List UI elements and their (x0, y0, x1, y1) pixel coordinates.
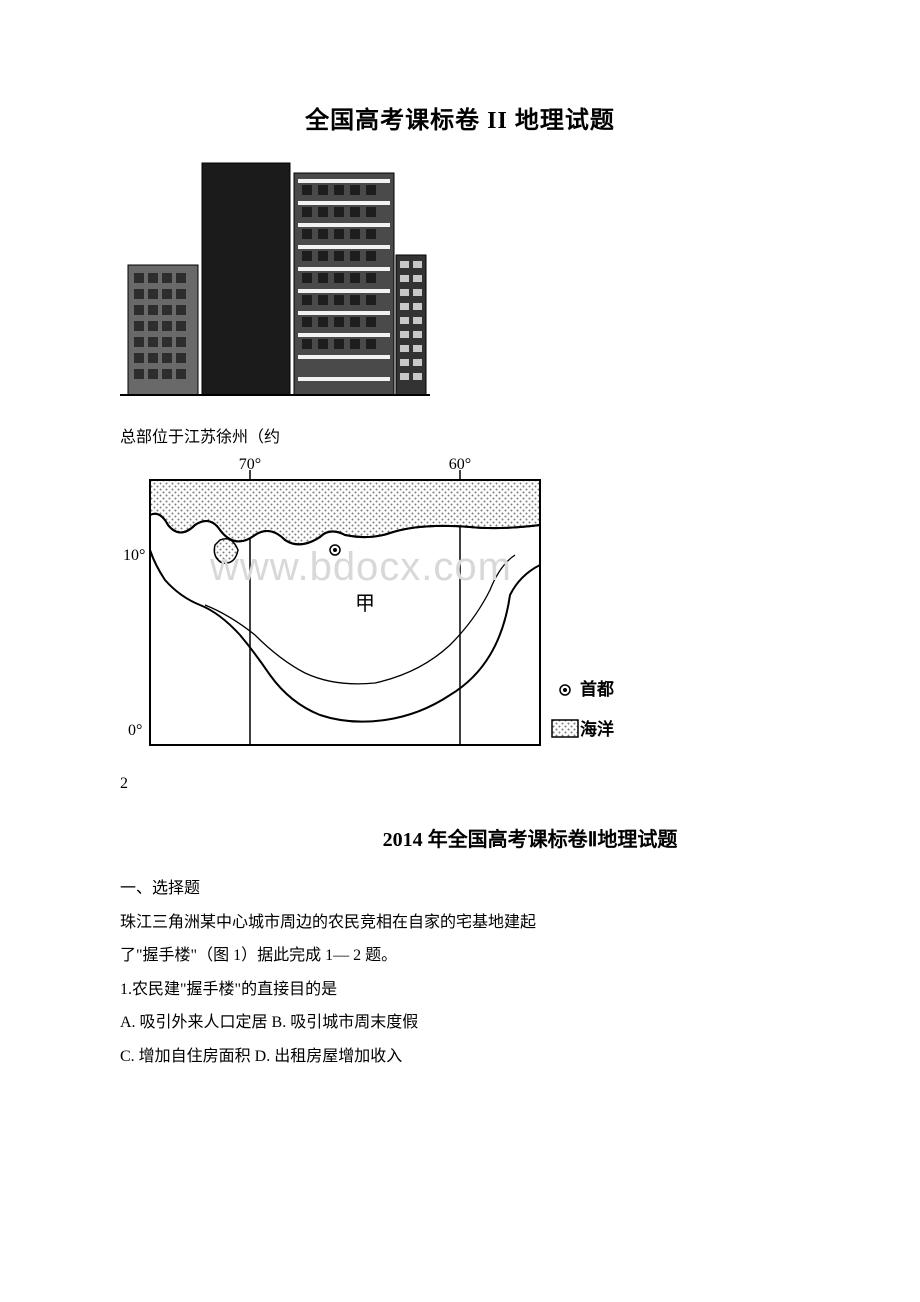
lat-10-label: 10° (123, 547, 145, 564)
question-1-options-ab: A. 吸引外来人口定居 B. 吸引城市周末度假 (120, 1006, 800, 1040)
question-1-options-cd: C. 增加自住房面积 D. 出租房屋增加收入 (120, 1040, 800, 1074)
body-content: 一、选择题 珠江三角洲某中心城市周边的农民竞相在自家的宅基地建起 了"握手楼"（… (120, 872, 800, 1074)
map-illustration: 70° 60° 10° 0° 甲 首都 海洋 (120, 455, 620, 765)
buildings-illustration (120, 155, 430, 405)
lat-0-label: 0° (128, 722, 142, 739)
intro-line-1: 珠江三角洲某中心城市周边的农民竞相在自家的宅基地建起 (120, 906, 800, 940)
intro-line-2: 了"握手楼"（图 1）据此完成 1— 2 题。 (120, 939, 800, 973)
question-1: 1.农民建"握手楼"的直接目的是 (120, 973, 800, 1007)
figure-map: 70° 60° 10° 0° 甲 首都 海洋 www.bdocx.com (120, 455, 800, 765)
region-label: 甲 (355, 593, 375, 615)
lon-70-label: 70° (239, 456, 261, 473)
figure1-caption: 总部位于江苏徐州（约 (120, 423, 800, 447)
legend-ocean-label: 海洋 (580, 719, 614, 739)
figure2-caption: 2 (120, 775, 800, 793)
subtitle: 2014 年全国高考课标卷Ⅱ地理试题 (120, 823, 800, 852)
figure-buildings (120, 155, 800, 405)
section-heading: 一、选择题 (120, 872, 800, 906)
page-title: 全国高考课标卷 II 地理试题 (120, 100, 800, 135)
legend-capital-label: 首都 (580, 679, 614, 699)
lon-60-label: 60° (449, 456, 471, 473)
